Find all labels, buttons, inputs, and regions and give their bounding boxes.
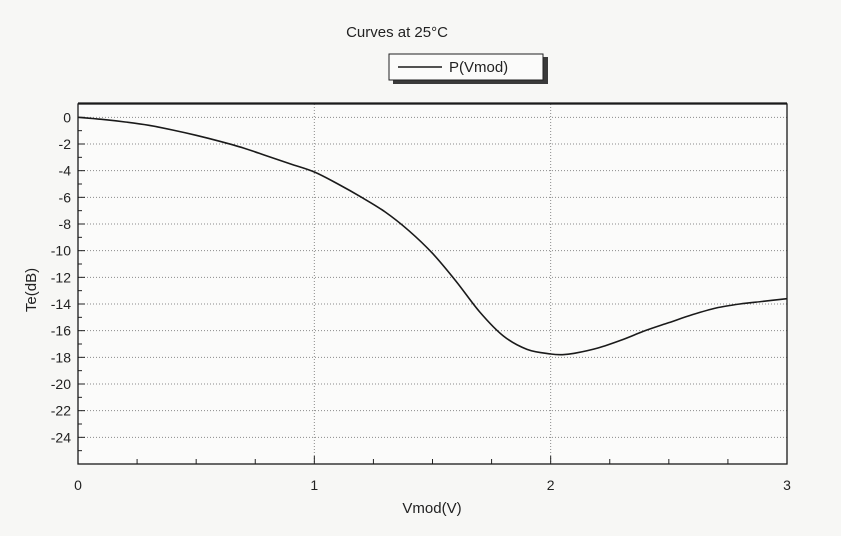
plot-background <box>78 104 787 464</box>
x-tick-label: 1 <box>310 477 318 493</box>
y-tick-label: -22 <box>51 403 71 419</box>
y-tick-label: -6 <box>59 189 72 205</box>
y-tick-label: -10 <box>51 243 71 259</box>
series-line <box>77 116 788 356</box>
chart-title: Curves at 25°C <box>346 24 448 41</box>
x-tick-label: 0 <box>74 477 82 493</box>
y-tick-label: 0 <box>63 109 71 125</box>
y-tick-label: -18 <box>51 349 71 365</box>
y-axis-title: Te(dB) <box>23 268 40 312</box>
y-tick-label: -4 <box>59 163 72 179</box>
legend-label: P(Vmod) <box>449 59 508 76</box>
y-tick-label: -24 <box>51 429 71 445</box>
y-tick-label: -20 <box>51 376 71 392</box>
legend: P(Vmod) <box>388 53 548 84</box>
x-tick-label: 2 <box>547 477 555 493</box>
y-tick-label: -16 <box>51 323 71 339</box>
plot-area: 0 -2 -4 -6 -8 -10 -12 -14 -16 -18 -20 -22 -24 0 1 2 3 <box>51 102 791 493</box>
x-tick-label: 3 <box>783 477 791 493</box>
x-axis-title: Vmod(V) <box>402 500 461 517</box>
y-tick-label: -14 <box>51 296 71 312</box>
y-tick-label: -12 <box>51 269 71 285</box>
plot-frame <box>77 103 788 465</box>
y-tick-label: -2 <box>59 136 72 152</box>
y-tick-label: -8 <box>59 216 72 232</box>
